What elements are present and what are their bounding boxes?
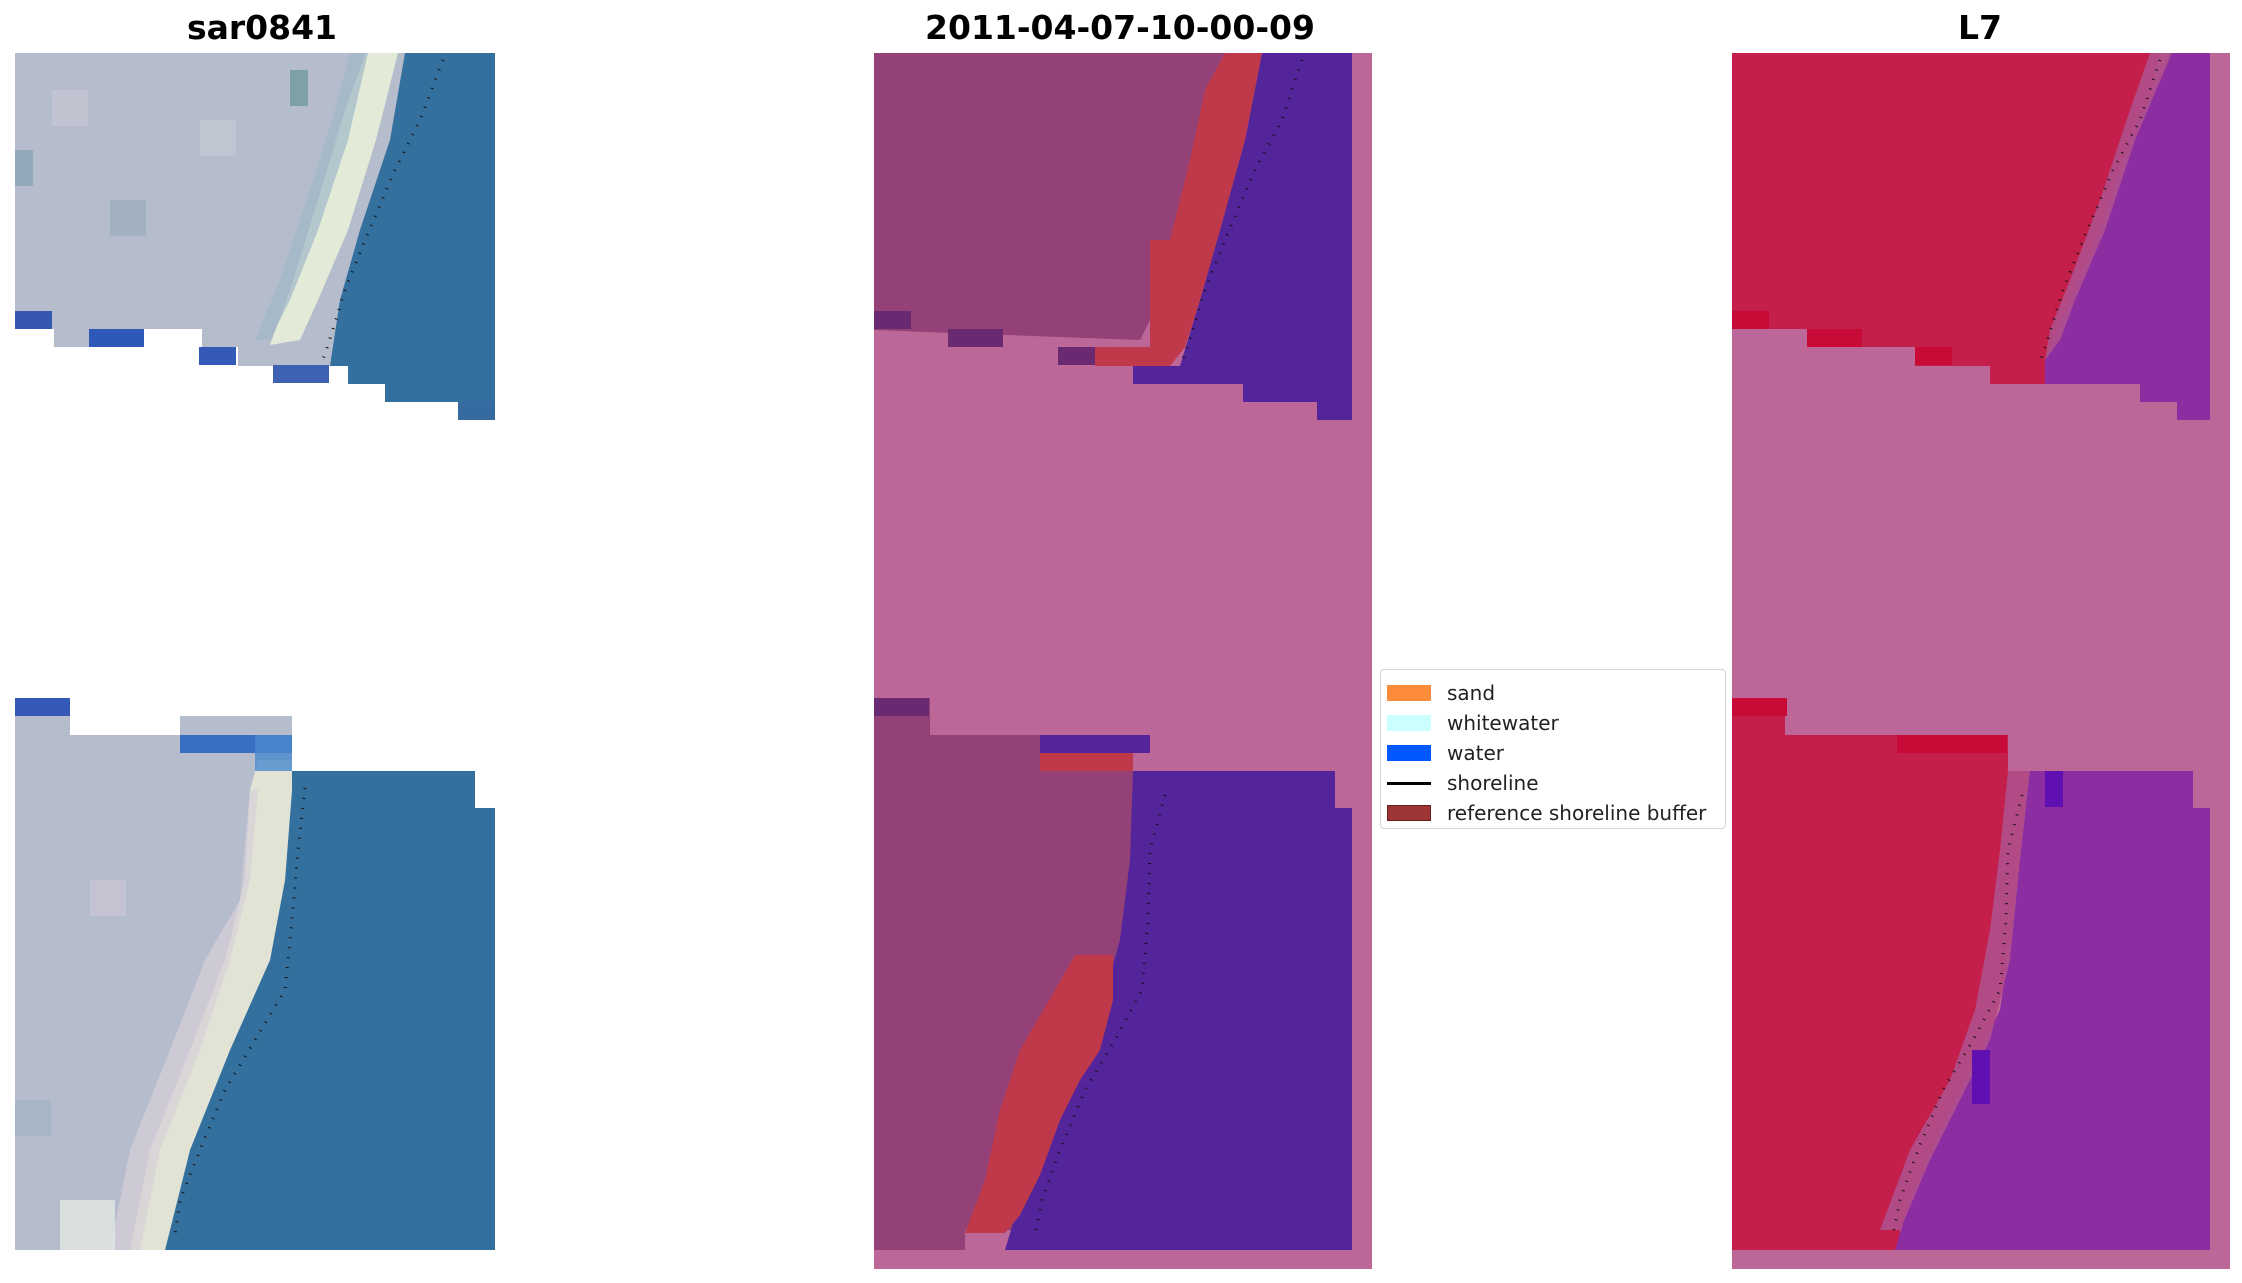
panel-title-classified: 2011-04-07-10-00-09	[925, 8, 1315, 47]
legend-entry-shoreline: shoreline	[1387, 770, 1539, 796]
legend-entry-buffer: reference shoreline buffer	[1387, 800, 1706, 826]
legend: sand whitewater water shoreline referenc…	[1380, 669, 1726, 829]
legend-swatch-sand	[1387, 685, 1431, 701]
legend-label-buffer: reference shoreline buffer	[1447, 801, 1707, 825]
classified-image	[874, 53, 1372, 1269]
legend-entry-sand: sand	[1387, 680, 1495, 706]
legend-swatch-whitewater	[1387, 715, 1431, 731]
rgb-image	[15, 53, 495, 1250]
panel-title-rgb: sar0841	[186, 8, 338, 47]
legend-label-shoreline: shoreline	[1447, 771, 1539, 795]
classified-shoreline	[1033, 59, 1304, 1236]
legend-label-water: water	[1447, 741, 1504, 765]
panel-title-ndwi: L7	[1958, 8, 2002, 47]
legend-line-shoreline	[1387, 781, 1431, 785]
legend-entry-whitewater: whitewater	[1387, 710, 1559, 736]
ndwi-image	[1732, 53, 2230, 1269]
legend-label-sand: sand	[1447, 681, 1496, 705]
legend-swatch-water	[1387, 745, 1431, 761]
legend-label-whitewater: whitewater	[1447, 711, 1559, 735]
legend-swatch-buffer	[1387, 805, 1431, 821]
legend-entry-water: water	[1387, 740, 1504, 766]
ndwi-shoreline	[1891, 59, 2162, 1236]
rgb-shoreline	[173, 59, 445, 1236]
